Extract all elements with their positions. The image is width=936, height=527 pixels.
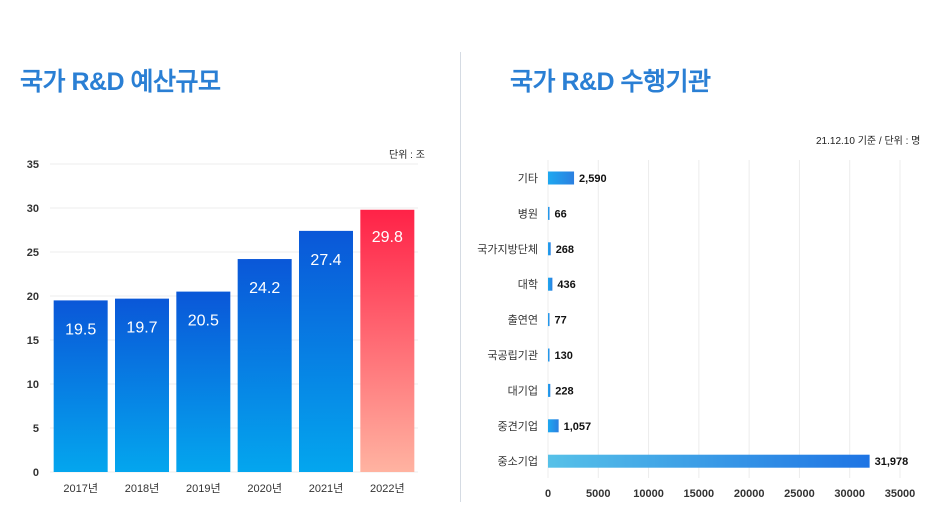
hbar-기타 <box>548 171 575 185</box>
budget-chart-title: 국가 R&D 예산규모 <box>20 68 221 96</box>
x-tick-label: 20000 <box>734 488 765 500</box>
y-category-label: 병원 <box>518 207 538 220</box>
x-tick-label: 25000 <box>784 488 815 500</box>
bar-value-label: 27.4 <box>310 252 341 269</box>
x-tick-label: 15000 <box>684 488 715 500</box>
bar-2019년 <box>176 291 231 472</box>
y-category-label: 대학 <box>518 278 538 291</box>
y-category-label: 중견기업 <box>498 420 538 433</box>
y-category-label: 출연연 <box>508 314 538 327</box>
y-tick-label: 30 <box>27 203 39 215</box>
x-category-label: 2019년 <box>186 482 221 495</box>
y-category-label: 국가지방단체 <box>477 243 538 256</box>
y-tick-label: 5 <box>33 423 39 435</box>
y-tick-label: 15 <box>27 335 39 347</box>
bar-2017년 <box>53 300 108 472</box>
institution-bar-chart: 0 5000 10000 15000 20000 25000 30000 35000 기타 2,5… <box>477 160 915 500</box>
x-tick-label: 0 <box>545 488 551 500</box>
y-tick-label: 10 <box>27 379 39 391</box>
bar-value-label: 19.5 <box>65 321 96 338</box>
hbar-value-label: 66 <box>555 208 567 220</box>
bar-2022년 <box>360 209 415 472</box>
hbar-국가지방단체 <box>548 242 551 256</box>
hbar-value-label: 228 <box>555 385 573 397</box>
y-category-label: 기타 <box>518 172 538 185</box>
hbar-value-label: 130 <box>555 350 573 362</box>
hbar-중견기업 <box>548 419 559 433</box>
x-category-label: 2018년 <box>125 482 160 495</box>
bar-value-label: 19.7 <box>126 320 157 337</box>
bar-value-label: 24.2 <box>249 280 280 297</box>
hbar-value-label: 1,057 <box>564 421 592 433</box>
bar-2021년 <box>299 230 353 472</box>
hbar-value-label: 2,590 <box>579 173 607 185</box>
institution-chart-title: 국가 R&D 수행기관 <box>510 68 711 96</box>
x-tick-label: 5000 <box>586 488 610 500</box>
y-category-label: 국공립기관 <box>487 349 538 362</box>
panel-divider <box>460 52 461 502</box>
hbar-출연연 <box>548 313 550 327</box>
x-category-label: 2021년 <box>309 482 344 495</box>
y-category-label: 대기업 <box>508 384 538 397</box>
x-tick-label: 10000 <box>633 488 664 500</box>
budget-bar-chart: 0 5 10 15 20 25 30 35 19.5 2017년 19.7 2018년 20.5 2019… <box>27 159 418 495</box>
x-tick-label: 30000 <box>834 488 865 500</box>
hbar-중소기업 <box>548 454 870 468</box>
x-category-label: 2020년 <box>247 482 282 495</box>
y-tick-label: 20 <box>27 291 39 303</box>
x-tick-label: 35000 <box>885 488 916 500</box>
y-category-label: 중소기업 <box>498 455 538 468</box>
hbar-value-label: 31,978 <box>875 456 909 468</box>
hbar-value-label: 268 <box>556 244 574 256</box>
hbar-병원 <box>548 206 550 220</box>
x-category-label: 2017년 <box>63 482 98 495</box>
budget-unit-label: 단위 : 조 <box>389 150 425 161</box>
y-tick-label: 35 <box>27 159 39 171</box>
bar-2020년 <box>237 259 292 472</box>
bar-value-label: 29.8 <box>372 229 403 246</box>
hbar-국공립기관 <box>548 348 550 362</box>
x-category-label: 2022년 <box>370 482 405 495</box>
bar-value-label: 20.5 <box>188 313 219 330</box>
institution-unit-label: 21.12.10 기준 / 단위 : 명 <box>816 136 921 147</box>
y-tick-label: 0 <box>33 467 39 479</box>
hbar-value-label: 436 <box>557 279 575 291</box>
y-tick-label: 25 <box>27 247 39 259</box>
hbar-value-label: 77 <box>555 315 567 327</box>
bar-2018년 <box>115 298 169 472</box>
hbar-대기업 <box>548 383 551 397</box>
hbar-대학 <box>548 277 553 291</box>
